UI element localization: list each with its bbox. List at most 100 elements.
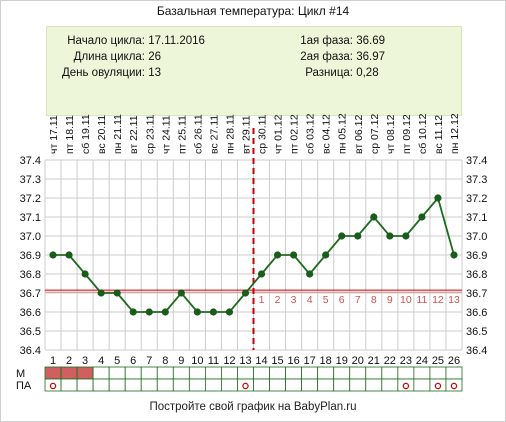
row-cell: [413, 378, 431, 392]
row-cell: [445, 378, 463, 392]
row-cell: [381, 378, 399, 392]
row-cell: [76, 366, 94, 380]
intercourse-mark: [242, 382, 249, 390]
row-cell: [172, 378, 190, 392]
row-cell: [44, 366, 62, 380]
row-cell: [349, 366, 367, 380]
info-cycle-length-value: 26: [148, 51, 161, 63]
temperature-point: [225, 308, 234, 316]
row-cell: [188, 366, 206, 380]
row-cell: [172, 366, 190, 380]
temperature-point: [81, 270, 89, 278]
temperature-point: [209, 308, 218, 316]
row-cell: [140, 378, 158, 392]
row-cell: [429, 366, 447, 380]
row-cell: [140, 366, 158, 380]
day-number-label: 10: [191, 355, 203, 367]
row-cell: [237, 378, 254, 392]
day-number-label: 12: [223, 355, 235, 367]
day-number-label: 17: [304, 355, 316, 367]
y-tick-label-right: 36.9: [466, 250, 487, 262]
row-cell: [204, 378, 222, 392]
temperature-point: [193, 308, 201, 316]
day-number-label: 24: [416, 355, 428, 367]
y-tick-label-right: 36.5: [466, 326, 487, 338]
day-number-label: 19: [336, 355, 348, 367]
row-cell: [349, 378, 367, 392]
day-number-label: 9: [178, 355, 184, 367]
y-tick-label-right: 36.6: [466, 307, 487, 319]
row-cell: [108, 366, 126, 380]
temperature-point: [49, 251, 57, 259]
date-label: пн 28.11: [224, 114, 236, 154]
row-cell: [429, 378, 447, 392]
row-cell: [285, 378, 303, 392]
row-cell: [108, 378, 126, 392]
temperature-point: [145, 308, 153, 316]
date-label: чт 08.12: [385, 114, 397, 154]
day-number-label: 14: [255, 355, 267, 367]
row-cell: [156, 366, 174, 380]
day-number-label: 23: [400, 355, 412, 367]
info-phase1-label: 1ая фаза:: [300, 35, 353, 47]
date-label: ср 30.11: [257, 114, 269, 154]
info-ovulation-day-value: 13: [148, 67, 161, 79]
row-cell: [124, 366, 142, 380]
y-tick-label-right: 36.8: [466, 269, 487, 281]
cycle-info-panel: Начало цикла: 17.11.2016 Длина цикла: 26…: [46, 26, 462, 116]
y-tick-label-right: 37.3: [466, 174, 487, 186]
temperature-point: [289, 251, 298, 259]
temperature-point: [113, 289, 121, 297]
intercourse-mark: [49, 382, 57, 390]
phase2-day-label: 10: [400, 294, 412, 306]
y-tick-label-left: 36.4: [20, 345, 41, 357]
footer-link[interactable]: Постройте свой график на BabyPlan.ru: [149, 401, 357, 413]
y-tick-label-left: 37.1: [20, 212, 41, 224]
row-cell: [44, 378, 62, 392]
day-number-label: 8: [162, 355, 168, 367]
date-label: вс 11.12: [433, 115, 445, 154]
date-label: ср 23.11: [144, 114, 156, 154]
row-cell: [188, 378, 206, 392]
date-label: вт 06.12: [353, 114, 365, 154]
date-label: чт 24.11: [160, 115, 172, 154]
date-label: ср 07.12: [369, 114, 381, 154]
row-cell: [221, 378, 238, 392]
temperature-point: [306, 270, 314, 278]
y-tick-label-left: 37.2: [20, 193, 41, 205]
info-phase1-value: 36.69: [356, 35, 385, 47]
date-label: сб 10.12: [417, 113, 429, 154]
y-tick-label-left: 37.0: [20, 231, 41, 243]
row-cell: [365, 378, 383, 392]
temperature-point: [161, 308, 169, 316]
day-number-label: 3: [82, 355, 88, 367]
day-number-label: 22: [384, 355, 396, 367]
y-tick-label-right: 37.1: [466, 212, 487, 224]
date-label: вс 27.11: [208, 115, 220, 154]
info-cycle-start-label: Начало цикла:: [67, 35, 145, 47]
temperature-point: [177, 289, 185, 297]
info-cycle-length: Длина цикла: 26: [51, 51, 161, 63]
row-cell: [333, 378, 351, 392]
day-number-label: 25: [432, 355, 444, 367]
intercourse-mark: [402, 382, 410, 390]
day-number-label: 6: [130, 355, 136, 367]
phase2-day-label: 12: [432, 294, 444, 306]
row-cell: [76, 378, 94, 392]
date-label: пт 09.12: [401, 114, 413, 154]
day-number-label: 4: [98, 355, 104, 367]
row-label: М: [16, 368, 25, 380]
y-tick-label-right: 36.7: [466, 288, 487, 300]
day-number-label: 7: [146, 355, 152, 367]
row-cell: [301, 366, 319, 380]
info-difference-label: Разница:: [305, 67, 353, 79]
y-tick-label-left: 37.4: [20, 155, 41, 167]
date-label: пт 18.11: [64, 115, 76, 154]
row-cell: [60, 378, 78, 392]
y-tick-label-left: 37.3: [20, 174, 41, 186]
y-tick-label-right: 37.2: [466, 193, 487, 205]
y-tick-label-left: 36.6: [20, 307, 41, 319]
row-cell: [317, 366, 335, 380]
y-tick-label-right: 37.4: [466, 155, 487, 167]
